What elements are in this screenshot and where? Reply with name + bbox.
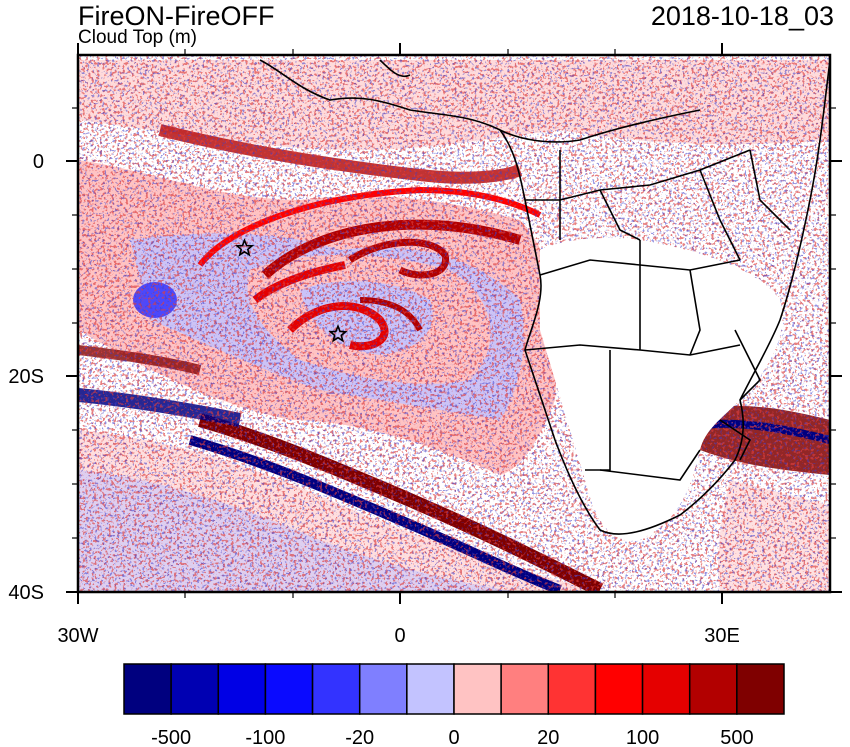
star-markers [234, 238, 348, 343]
star-marker-1 [234, 238, 255, 257]
map-datetime: 2018-10-18_03 [650, 1, 834, 31]
colorbar-label-6: 100 [626, 727, 659, 747]
cloud-top-field [78, 55, 830, 592]
map-title: FireON-FireOFF [78, 1, 275, 31]
colorbar-label-2: -100 [245, 727, 285, 747]
lat-label-20s: 20S [8, 366, 44, 388]
colorbar-box-3 [217, 663, 267, 715]
colorbar-label-1: -500 [151, 727, 191, 747]
map-subtitle: Cloud Top (m) [78, 27, 197, 48]
colorbar-box-13 [688, 663, 738, 715]
colorbar-box-10 [547, 663, 597, 715]
colorbar-box-2 [170, 663, 220, 715]
colorbar-box-1 [123, 663, 172, 715]
star-marker-2 [328, 324, 348, 343]
colorbar-box-5 [311, 663, 361, 715]
colorbar-label-3: -20 [345, 727, 374, 747]
lat-label-40s: 40S [8, 582, 44, 604]
colorbar-label-4: 0 [448, 727, 459, 747]
axis-ticks [66, 43, 842, 604]
coastlines [259, 59, 830, 535]
colorbar-box-4 [264, 663, 314, 715]
lon-label-0: 0 [394, 625, 405, 647]
colorbar-box-9 [500, 663, 550, 715]
colorbar-box-12 [641, 663, 691, 715]
colorbar-box-6 [358, 663, 408, 715]
colorbar: -500 -100 -20 0 20 100 500 [123, 663, 785, 747]
colorbar-box-11 [594, 663, 644, 715]
lon-label-30e: 30E [704, 625, 740, 647]
colorbar-label-5: 20 [537, 727, 559, 747]
colorbar-label-7: 500 [720, 727, 753, 747]
lat-label-0: 0 [33, 151, 44, 173]
lon-label-30w: 30W [57, 625, 98, 647]
colorbar-box-8 [453, 663, 502, 715]
colorbar-box-7 [406, 663, 455, 715]
colorbar-box-14 [736, 663, 785, 715]
